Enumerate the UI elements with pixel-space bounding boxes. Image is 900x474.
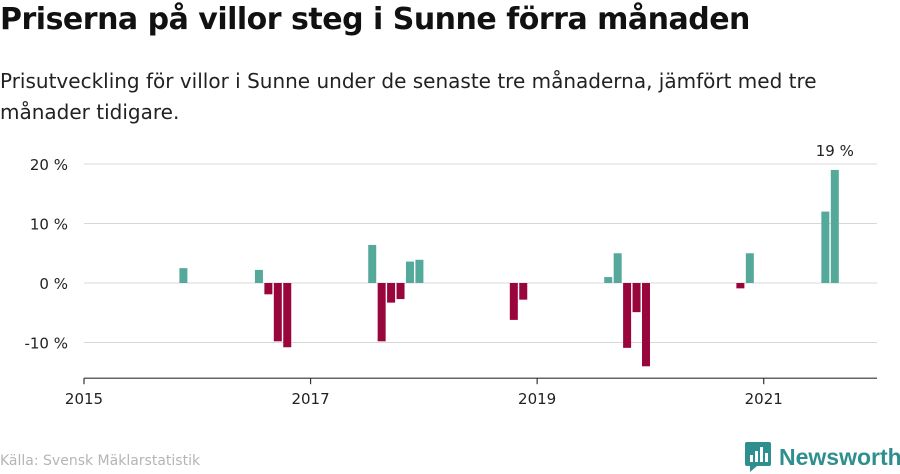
bar [396, 283, 405, 300]
bar [273, 283, 282, 342]
x-tick-label: 2021 [745, 390, 783, 408]
newsworthy-logo-text: Newsworthy [779, 443, 900, 470]
bar [736, 283, 745, 289]
y-tick-label: -10 % [24, 335, 68, 353]
bar [387, 283, 396, 303]
x-tick-label: 2019 [518, 390, 556, 408]
bar [623, 283, 632, 348]
bar [179, 268, 188, 283]
source-note: Källa: Svensk Mäklarstatistik [0, 453, 201, 469]
x-tick-label: 2017 [291, 390, 329, 408]
bar [264, 283, 273, 295]
bar [604, 277, 613, 283]
x-tick-label: 2015 [65, 390, 103, 408]
chart-title: Priserna på villor steg i Sunne förra må… [0, 2, 750, 37]
bar [830, 169, 839, 283]
bar [509, 283, 518, 320]
y-tick-label: 20 % [30, 156, 68, 174]
bar [821, 211, 830, 283]
bar [415, 259, 424, 283]
bar [632, 283, 641, 313]
bar [368, 244, 377, 283]
bar [254, 269, 263, 283]
data-label: 19 % [816, 142, 854, 160]
bar-chart: 20 % 10 % 0 % -10 % 2015 2017 2019 2021 19 % [24, 142, 877, 408]
bar [745, 253, 754, 283]
bar [613, 253, 622, 283]
bar [405, 261, 414, 283]
bar [377, 283, 386, 342]
bar [283, 283, 292, 348]
newsworthy-logo-icon [745, 442, 771, 472]
newsworthy-logo: Newsworthy [745, 440, 900, 474]
bar [519, 283, 528, 300]
chart-subtitle: Prisutveckling för villor i Sunne under … [0, 69, 817, 124]
bar [641, 283, 650, 367]
y-tick-label: 0 % [39, 275, 68, 293]
y-tick-label: 10 % [30, 216, 68, 234]
